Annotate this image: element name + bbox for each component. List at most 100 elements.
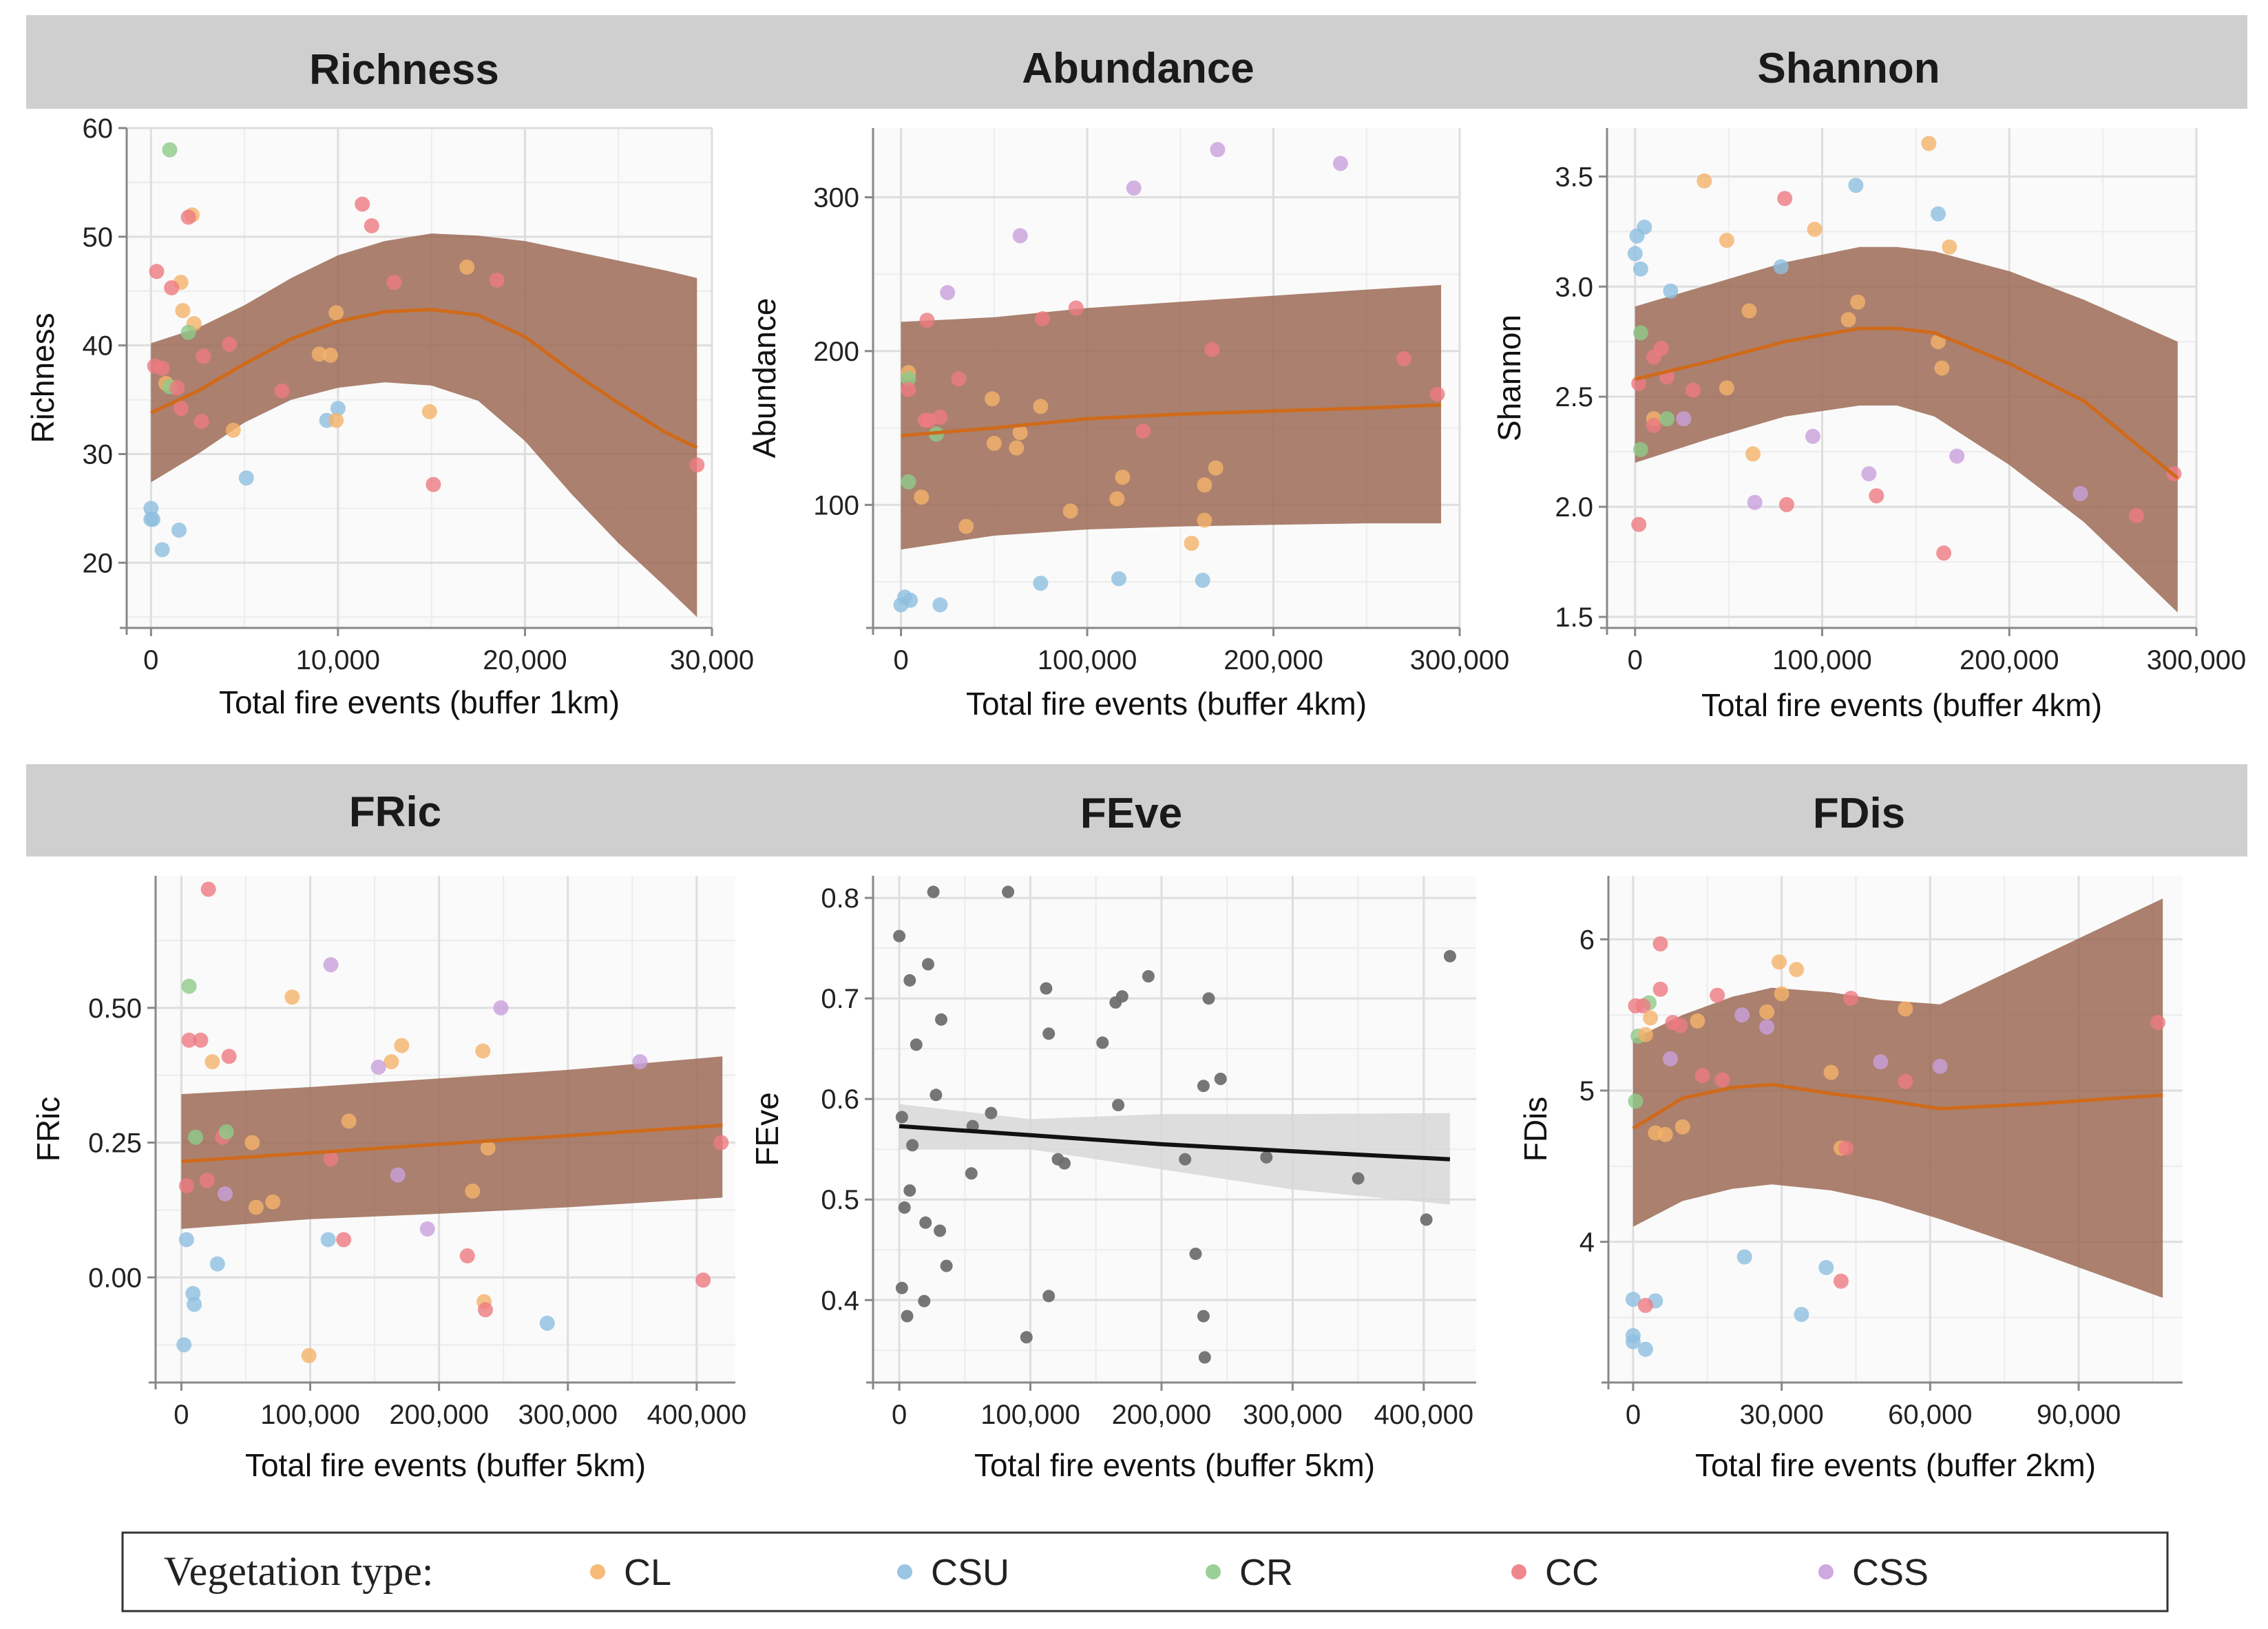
x-tick-label: 300,000 [518,1400,618,1430]
y-tick-label: 60 [83,114,114,144]
data-point [1710,987,1725,1003]
data-point [1629,228,1645,244]
data-point [145,512,160,527]
data-point [1396,351,1411,367]
panel-feve: 0 100,000 200,000 300,000 400,000 0.4 0.5 0.6 0.… [749,876,1476,1483]
data-point [1179,1153,1192,1166]
x-tick-label: 0 [174,1400,189,1430]
x-axis-title: Total fire events (buffer 1km) [219,684,620,720]
data-point [1631,516,1647,532]
data-point [898,1201,911,1214]
data-point [1848,178,1864,193]
legend: Vegetation type: CL CSU CR CC CSS [121,1531,2169,1612]
data-point [1197,1310,1210,1323]
panel-title-shannon: Shannon [1757,45,1940,92]
data-point [244,1135,260,1150]
data-point [940,1259,953,1272]
legend-item-cr: CR [1206,1552,1293,1593]
data-point [181,1032,197,1048]
x-tick-label: 0 [1626,1400,1641,1430]
data-point [1332,156,1348,171]
data-point [480,1140,496,1156]
data-point [1646,417,1661,433]
data-point [1443,949,1456,963]
data-point [1823,1064,1839,1080]
data-point [154,542,170,558]
data-point [173,401,189,417]
data-point [1736,1249,1752,1265]
x-tick-label: 90,000 [2037,1400,2121,1430]
x-tick-label: 20,000 [483,645,567,675]
data-point [1674,1119,1690,1135]
x-tick-label: 30,000 [1739,1400,1823,1430]
data-point [893,597,909,613]
fit-line [901,403,1442,438]
data-point [1861,466,1877,482]
y-tick-label: 0.00 [88,1263,142,1293]
y-tick-label: 4 [1579,1228,1595,1258]
data-point [1112,1099,1125,1111]
data-point [910,1038,923,1051]
data-point [1759,1019,1775,1035]
data-point [426,476,441,492]
data-point [384,1054,399,1070]
data-point [1686,382,1701,398]
data-point [1741,303,1757,319]
data-point [311,346,327,362]
data-point [1111,571,1126,587]
x-axis-title: Total fire events (buffer 5km) [974,1447,1375,1483]
data-point [475,1043,491,1059]
data-point [1807,222,1823,238]
data-point [265,1194,281,1210]
data-point [341,1113,357,1129]
fit-line [899,1124,1451,1162]
data-point [164,280,180,295]
data-point [1873,1054,1889,1070]
data-point [1260,1150,1273,1164]
data-point [200,881,216,897]
data-point [328,412,344,428]
data-point [1042,1027,1056,1040]
data-point [284,989,300,1005]
data-point [935,1013,947,1026]
data-point [204,1054,220,1070]
data-point [1033,576,1049,591]
data-point [903,1184,916,1197]
data-point [1949,448,1965,464]
data-point [930,1089,943,1102]
data-point [1096,1036,1109,1049]
y-tick-label: 200 [813,337,859,367]
data-point [1714,1072,1730,1088]
x-tick-label: 100,000 [260,1400,360,1430]
data-point [1109,996,1122,1009]
data-point [1204,341,1220,357]
x-tick-label: 300,000 [1410,645,1510,675]
data-point [1062,503,1078,519]
data-point [1126,180,1142,196]
data-point [218,1186,233,1201]
y-tick-label: 0.25 [88,1128,142,1159]
y-axis-title: Abundance [746,298,782,459]
data-point [187,1296,202,1312]
data-point [914,490,930,505]
x-axis-title: Total fire events (buffer 4km) [1701,687,2102,723]
data-point [906,1139,919,1152]
data-point [1646,349,1661,365]
data-point [149,264,165,280]
data-point [328,305,344,321]
data-point [459,1248,475,1263]
data-point [1773,259,1789,275]
bottom-strip [26,764,2247,856]
data-point [1643,1010,1659,1026]
data-point [1202,992,1215,1005]
data-point [1020,1331,1033,1344]
data-point [1012,228,1028,244]
data-point [465,1184,481,1199]
data-point [922,958,934,971]
data-point [1058,1157,1071,1170]
data-point [539,1315,555,1331]
data-point [1352,1172,1365,1185]
data-point [301,1347,317,1363]
data-point [695,1272,711,1288]
y-axis-title: FRic [30,1097,66,1162]
